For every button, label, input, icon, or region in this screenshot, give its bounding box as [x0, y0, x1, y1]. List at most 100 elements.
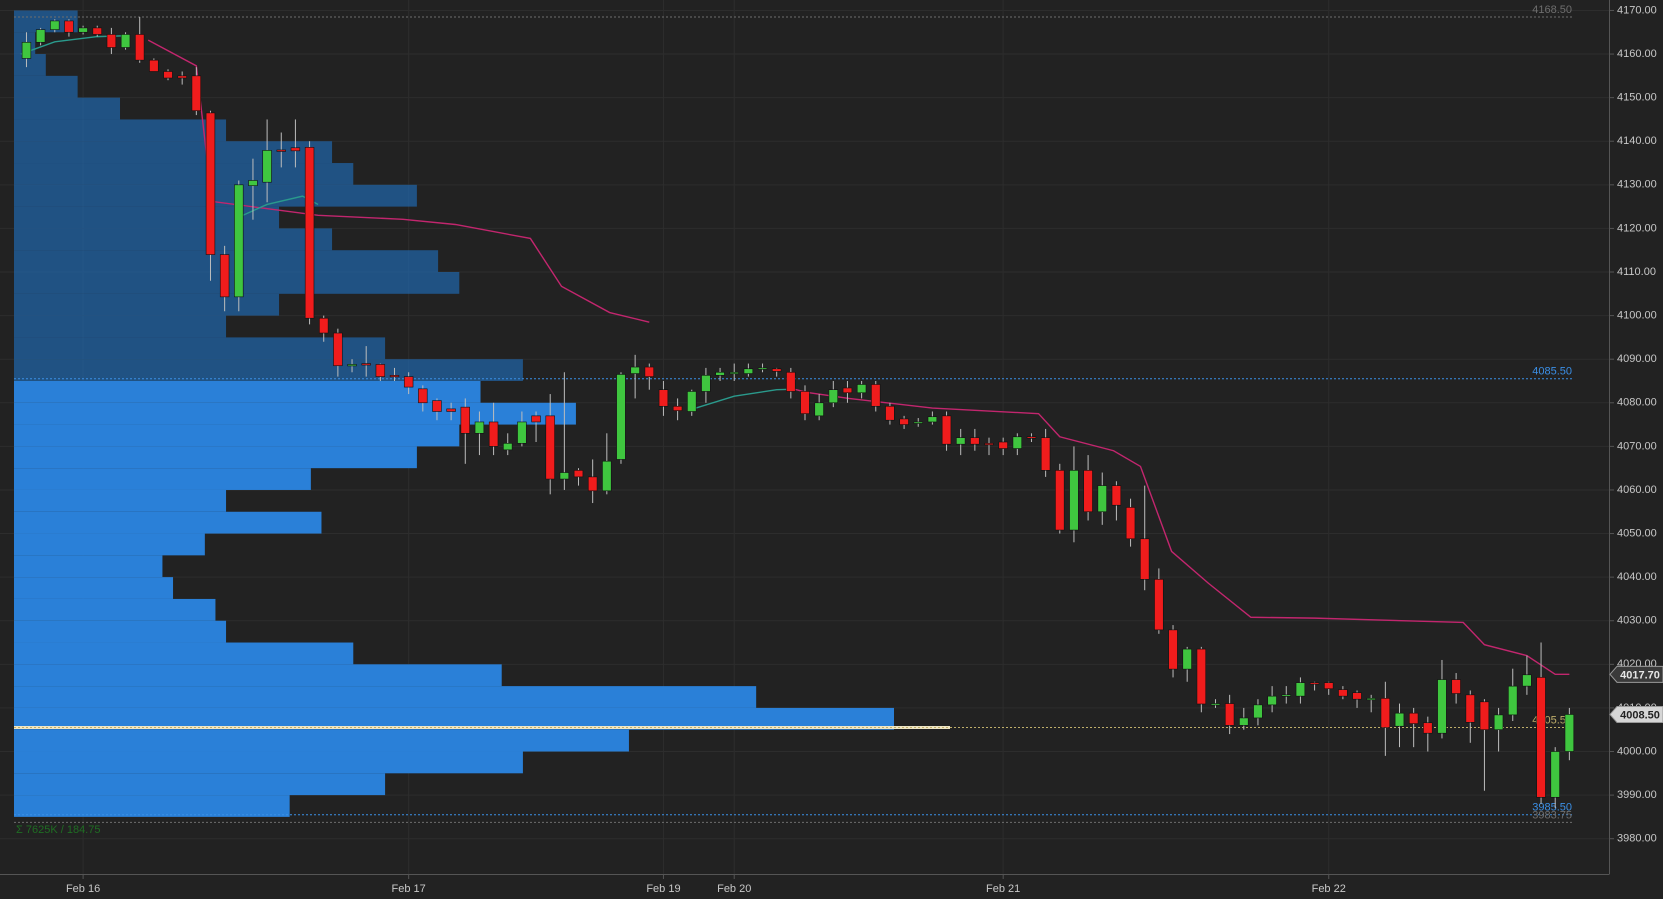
candle-body — [205, 112, 216, 255]
price-badge-label: 4008.50 — [1620, 709, 1660, 721]
candle-body — [1451, 679, 1461, 694]
candle-body — [1239, 717, 1249, 726]
candle-body — [403, 376, 414, 388]
candle-body — [956, 437, 966, 445]
candle-body — [290, 147, 301, 152]
level-label: 4085.50 — [1532, 366, 1572, 378]
candle-body — [276, 149, 286, 152]
y-tick-label: 4090.00 — [1617, 353, 1657, 365]
candle-body — [50, 20, 60, 30]
profile-bar — [14, 598, 216, 621]
x-tick-label: Feb 16 — [66, 883, 100, 895]
candle-body — [1097, 485, 1107, 513]
y-tick-label: 3990.00 — [1617, 789, 1657, 801]
candle-body — [389, 375, 400, 378]
candle-body — [1394, 712, 1405, 727]
x-tick-label: Feb 20 — [717, 883, 751, 895]
profile-bar — [14, 533, 205, 556]
y-tick-label: 4100.00 — [1617, 310, 1657, 322]
profile-bar — [14, 75, 78, 98]
candle-body — [191, 75, 202, 112]
profile-bar — [14, 380, 481, 403]
candle-body — [1536, 677, 1546, 798]
candle-body — [446, 408, 456, 412]
candle-body — [64, 20, 74, 33]
candle-body — [248, 180, 258, 186]
candle-body — [927, 416, 938, 423]
candle-body — [120, 34, 131, 48]
candle-body — [1040, 437, 1051, 471]
candle-body — [135, 34, 145, 61]
y-tick-label: 3980.00 — [1617, 833, 1657, 845]
candle-body — [1423, 722, 1433, 734]
candle-body — [828, 389, 838, 404]
profile-bar — [14, 141, 333, 164]
y-tick-label: 4060.00 — [1617, 484, 1657, 496]
candle-body — [106, 34, 117, 48]
profile-bar — [14, 184, 417, 207]
y-tick-label: 4150.00 — [1617, 92, 1657, 104]
overlay-line — [789, 387, 1570, 676]
candle-body — [984, 443, 994, 446]
y-tick-label: 4000.00 — [1617, 745, 1657, 757]
overlay-line — [691, 388, 791, 410]
candle-body — [1267, 695, 1277, 706]
candle-body — [587, 476, 598, 492]
candle-body — [488, 421, 499, 447]
price-badge-label: 4017.70 — [1620, 669, 1660, 681]
candle-body — [474, 421, 485, 434]
profile-bar — [14, 642, 354, 665]
candle-body — [658, 389, 669, 407]
candle-body — [1522, 674, 1532, 687]
y-tick-label: 4130.00 — [1617, 179, 1657, 191]
candle-body — [531, 415, 541, 423]
candle-body — [602, 460, 612, 492]
candle-body — [361, 363, 371, 366]
candle-body — [1281, 694, 1291, 697]
profile-bar — [14, 686, 757, 708]
candle-body — [814, 402, 824, 417]
overlay-line — [147, 39, 650, 323]
price-badge — [1609, 705, 1663, 723]
candle-body — [885, 405, 895, 421]
candle-body — [573, 470, 584, 478]
profile-bar — [14, 729, 629, 752]
profile-bar — [14, 795, 290, 817]
candle-body — [21, 41, 32, 59]
x-tick-label: Feb 21 — [986, 883, 1020, 895]
candle-body — [715, 371, 725, 376]
candle-body — [913, 421, 923, 424]
candle-body — [1012, 436, 1023, 449]
candle-body — [503, 443, 513, 451]
candle-body — [1324, 682, 1334, 690]
profile-bar — [14, 402, 576, 425]
y-tick-label: 4070.00 — [1617, 440, 1657, 452]
profile-bar — [14, 773, 386, 796]
candle-body — [559, 472, 570, 480]
candle-body — [418, 388, 428, 404]
candle-body — [262, 150, 272, 183]
profile-bar — [14, 293, 280, 316]
profile-bar — [14, 163, 354, 185]
candle-body — [1083, 470, 1093, 513]
profile-bar — [14, 620, 227, 643]
y-tick-label: 4160.00 — [1617, 48, 1657, 60]
candle-body — [1210, 703, 1221, 706]
candle-body — [871, 384, 881, 407]
level-label: 3985.50 — [1532, 802, 1572, 814]
candle-body — [998, 441, 1008, 449]
profile-bar — [14, 446, 417, 469]
candle-body — [319, 317, 329, 334]
y-tick-label: 4140.00 — [1617, 135, 1657, 147]
candle-body — [517, 421, 527, 444]
profile-bar — [14, 489, 227, 512]
candle-body — [1295, 682, 1306, 697]
candle-body — [616, 374, 626, 460]
candle-body — [970, 437, 980, 445]
profile-bar — [14, 751, 523, 774]
candle-body — [1069, 470, 1079, 531]
candle-body — [1564, 714, 1575, 752]
y-tick-label: 4110.00 — [1617, 266, 1656, 278]
profile-bar — [14, 228, 333, 251]
candle-body — [1111, 485, 1122, 506]
